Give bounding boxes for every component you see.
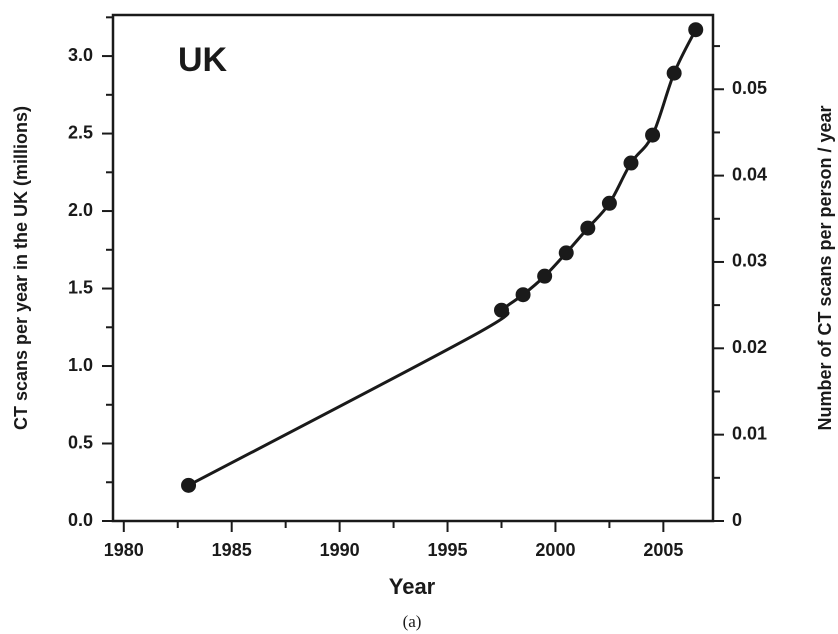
y2-tick-label: 0.03 (732, 251, 767, 271)
data-point (181, 477, 197, 493)
data-point (493, 302, 509, 318)
y-axis-label: CT scans per year in the UK (millions) (11, 106, 31, 430)
x-tick-label: 1990 (320, 540, 360, 560)
y2-tick-label: 0.04 (732, 164, 767, 184)
y2-axis-label: Number of CT scans per person / year (815, 105, 835, 430)
data-point (580, 220, 596, 236)
data-point (623, 155, 639, 171)
data-point (688, 22, 704, 38)
x-tick-label: 2005 (643, 540, 683, 560)
x-tick-label: 1980 (104, 540, 144, 560)
y-tick-label: 0.5 (68, 432, 93, 452)
annotation: UK (178, 41, 228, 79)
y-tick-label: 3.0 (68, 45, 93, 65)
data-point (515, 287, 531, 303)
data-point (558, 245, 574, 261)
data-point (601, 195, 617, 211)
y-tick-label: 0.0 (68, 510, 93, 530)
plot-frame (111, 13, 715, 523)
y2-tick-label: 0.05 (732, 78, 767, 98)
y2-tick-label: 0.01 (732, 423, 767, 443)
x-tick-label: 2000 (535, 540, 575, 560)
y2-tick-label: 0.02 (732, 337, 767, 357)
x-tick-label: 1995 (428, 540, 468, 560)
y-tick-label: 1.5 (68, 277, 93, 297)
x-tick-label: 1985 (212, 540, 252, 560)
caption: (a) (403, 612, 422, 631)
x-axis-label: Year (389, 574, 436, 599)
data-point (666, 65, 682, 81)
data-point (645, 127, 661, 143)
y-tick-label: 2.0 (68, 200, 93, 220)
y-tick-label: 2.5 (68, 122, 93, 142)
y-tick-label: 1.0 (68, 355, 93, 375)
y2-tick-label: 0 (732, 510, 742, 530)
data-line (187, 29, 698, 487)
data-point (537, 268, 553, 284)
